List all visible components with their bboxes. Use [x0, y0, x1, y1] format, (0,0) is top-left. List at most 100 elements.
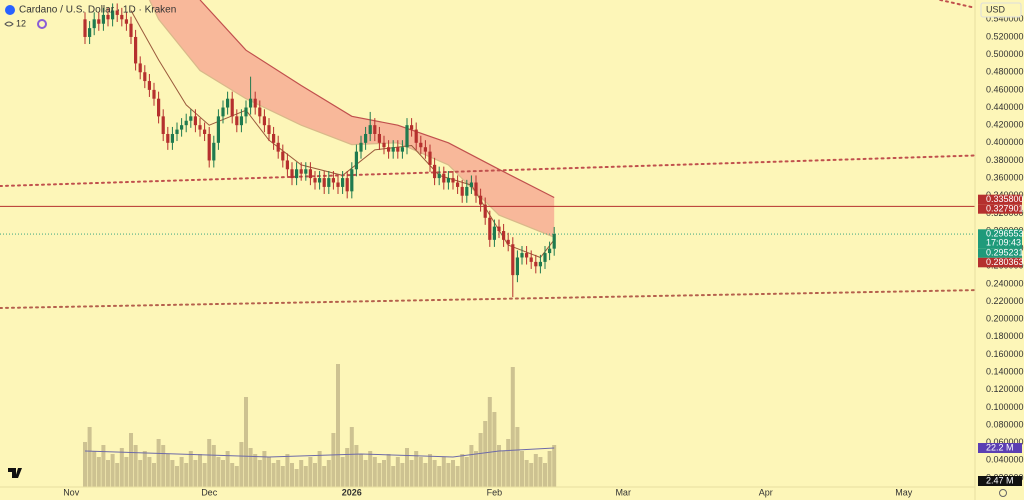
- volume-bar: [317, 451, 322, 487]
- volume-bar: [437, 466, 442, 487]
- y-tick-label: 0.140000: [986, 367, 1024, 377]
- eye-icon[interactable]: [4, 21, 14, 27]
- y-tick-label: 0.200000: [986, 314, 1024, 324]
- candle-body: [520, 253, 524, 258]
- candle-body: [97, 19, 101, 24]
- candle-body: [83, 19, 87, 37]
- volume-bar: [354, 445, 359, 487]
- candle-body: [327, 178, 331, 187]
- volume-bar: [377, 463, 382, 487]
- indicator-icon[interactable]: [37, 19, 47, 29]
- y-tick-label: 0.080000: [986, 419, 1024, 429]
- volume-bar: [469, 445, 474, 487]
- trend-line: [939, 0, 975, 9]
- candle-body: [212, 142, 216, 161]
- x-tick-label: May: [895, 487, 913, 497]
- currency-box[interactable]: [980, 2, 1022, 18]
- volume-bar: [221, 460, 226, 487]
- candle-body: [400, 147, 405, 152]
- volume-bar: [101, 445, 106, 487]
- volume-bar: [198, 454, 203, 487]
- candle-body: [506, 239, 510, 245]
- symbol-icon[interactable]: [5, 5, 15, 15]
- volume-bar: [83, 442, 88, 487]
- y-tick-label: 0.400000: [986, 137, 1024, 147]
- volume-bar: [363, 460, 368, 487]
- candle-body: [483, 204, 487, 218]
- price-tag-label: 0.296553: [986, 229, 1024, 239]
- x-tick-label: Dec: [201, 487, 218, 497]
- candle-body: [281, 151, 285, 161]
- volume-bar: [294, 469, 299, 487]
- volume-bar: [110, 454, 115, 487]
- price-tag-label: 0.280363: [986, 257, 1024, 267]
- candle-body: [235, 116, 239, 126]
- candle-body: [106, 14, 110, 20]
- volume-bar: [474, 451, 479, 487]
- volume-bar: [409, 460, 414, 487]
- volume-bar: [225, 451, 230, 487]
- chart-title[interactable]: Cardano / U.S. Dollar · 1D · Kraken: [19, 5, 176, 16]
- candle-body: [193, 116, 198, 126]
- volume-bar: [170, 460, 175, 487]
- candle-body: [161, 116, 165, 134]
- y-tick-label: 0.460000: [986, 84, 1024, 94]
- volume-bar: [542, 463, 547, 487]
- candle-body: [216, 116, 221, 143]
- candle-body: [313, 178, 317, 183]
- candle-body: [299, 169, 303, 174]
- volume-bar: [418, 457, 423, 487]
- candle-body: [391, 147, 395, 152]
- candle-body: [101, 14, 106, 24]
- volume-bar: [510, 367, 515, 487]
- logo[interactable]: [8, 468, 22, 478]
- candle-body: [129, 23, 133, 37]
- y-tick-label: 0.120000: [986, 384, 1024, 394]
- y-tick-label: 0.540000: [986, 14, 1024, 24]
- candle-body: [469, 182, 474, 187]
- candle-body: [175, 129, 179, 134]
- volume-bar: [372, 457, 377, 487]
- candle-body: [92, 19, 96, 29]
- volume-bar: [92, 451, 97, 487]
- candle-body: [244, 107, 248, 117]
- candle-body: [341, 178, 345, 187]
- candle-body: [387, 147, 391, 152]
- volume-bar: [423, 463, 428, 487]
- candle-body: [111, 10, 115, 20]
- volume-bar: [87, 427, 92, 487]
- candle-body: [189, 116, 193, 121]
- candle-body: [377, 133, 382, 143]
- volume-bar: [529, 463, 534, 487]
- candle-body: [253, 98, 257, 108]
- candle-body: [451, 178, 455, 183]
- y-tick-label: 0.180000: [986, 331, 1024, 341]
- volume-bar: [106, 460, 111, 487]
- volume-bar: [175, 466, 180, 487]
- volume-bar: [156, 439, 161, 487]
- candle-body: [184, 120, 188, 126]
- x-tick-label: Mar: [615, 487, 631, 497]
- indicator-count[interactable]: 12: [16, 18, 26, 28]
- y-tick-label: 0.060000: [986, 437, 1024, 447]
- volume-bar: [276, 460, 281, 487]
- y-tick-label: 0.220000: [986, 296, 1024, 306]
- volume-bar: [345, 448, 350, 487]
- y-tick-label: 0.360000: [986, 172, 1024, 182]
- candle-body: [359, 142, 363, 152]
- volume-bar: [547, 451, 552, 487]
- candle-body: [364, 133, 368, 143]
- candle-body: [170, 133, 175, 143]
- candle-body: [547, 248, 552, 254]
- price-tag: [978, 194, 1022, 205]
- settings-icon[interactable]: [999, 489, 1007, 497]
- volume-bar: [230, 463, 235, 487]
- volume-bar: [124, 457, 129, 487]
- volume-bar: [538, 457, 543, 487]
- ribbon-fill: [149, 0, 555, 238]
- candle-body: [529, 257, 533, 262]
- candle-body: [166, 133, 170, 143]
- y-tick-label: 0.480000: [986, 67, 1024, 77]
- volume-bar: [391, 466, 396, 487]
- currency[interactable]: USD: [986, 4, 1006, 14]
